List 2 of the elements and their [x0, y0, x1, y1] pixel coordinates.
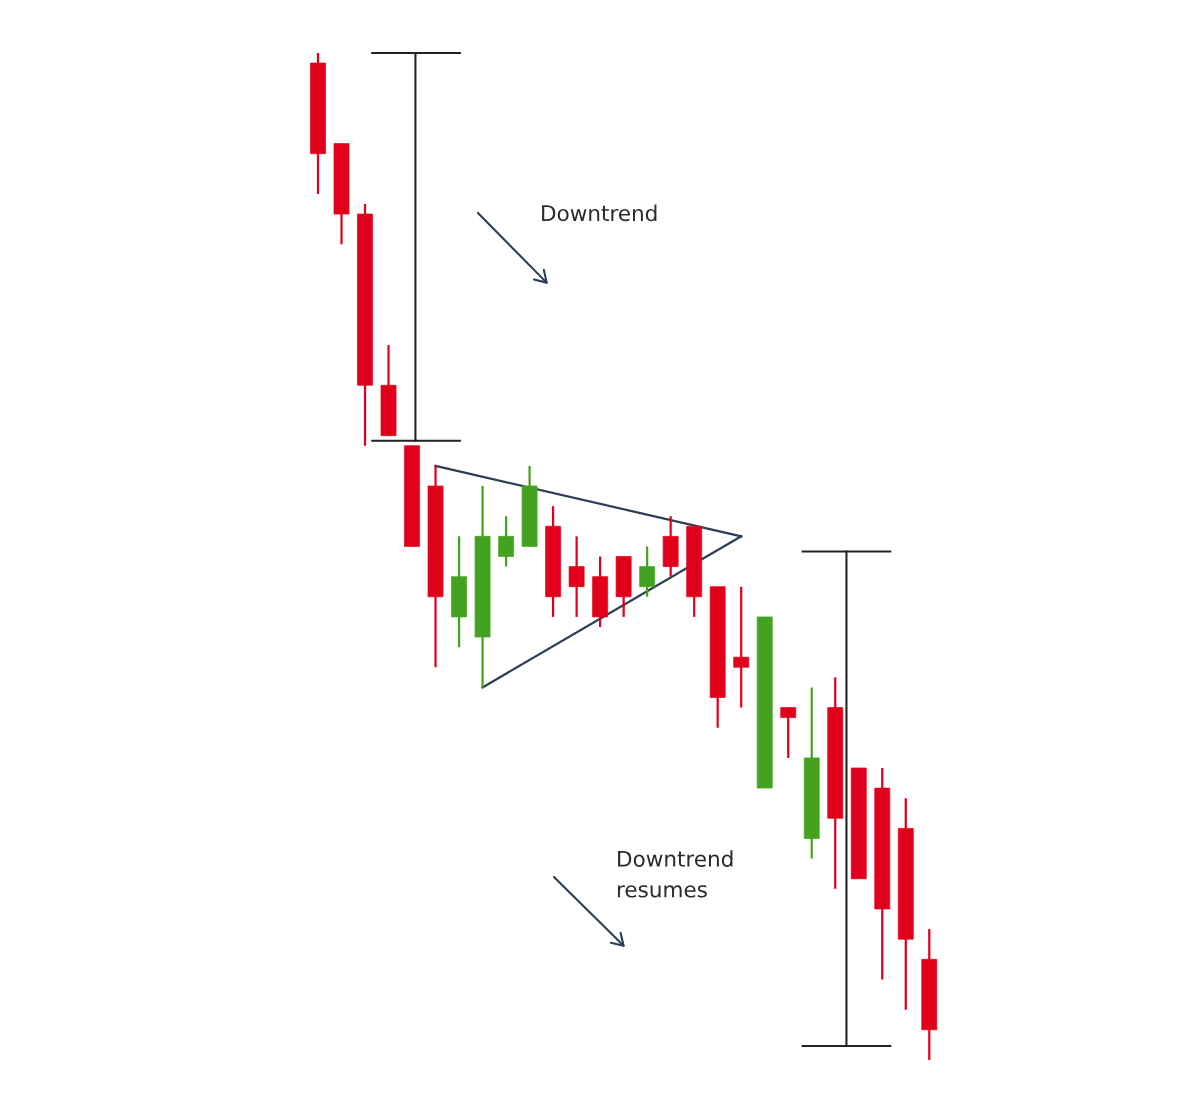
annotation: Downtrend — [542, 204, 657, 222]
annotation: Downtrend resumes — [617, 850, 733, 898]
